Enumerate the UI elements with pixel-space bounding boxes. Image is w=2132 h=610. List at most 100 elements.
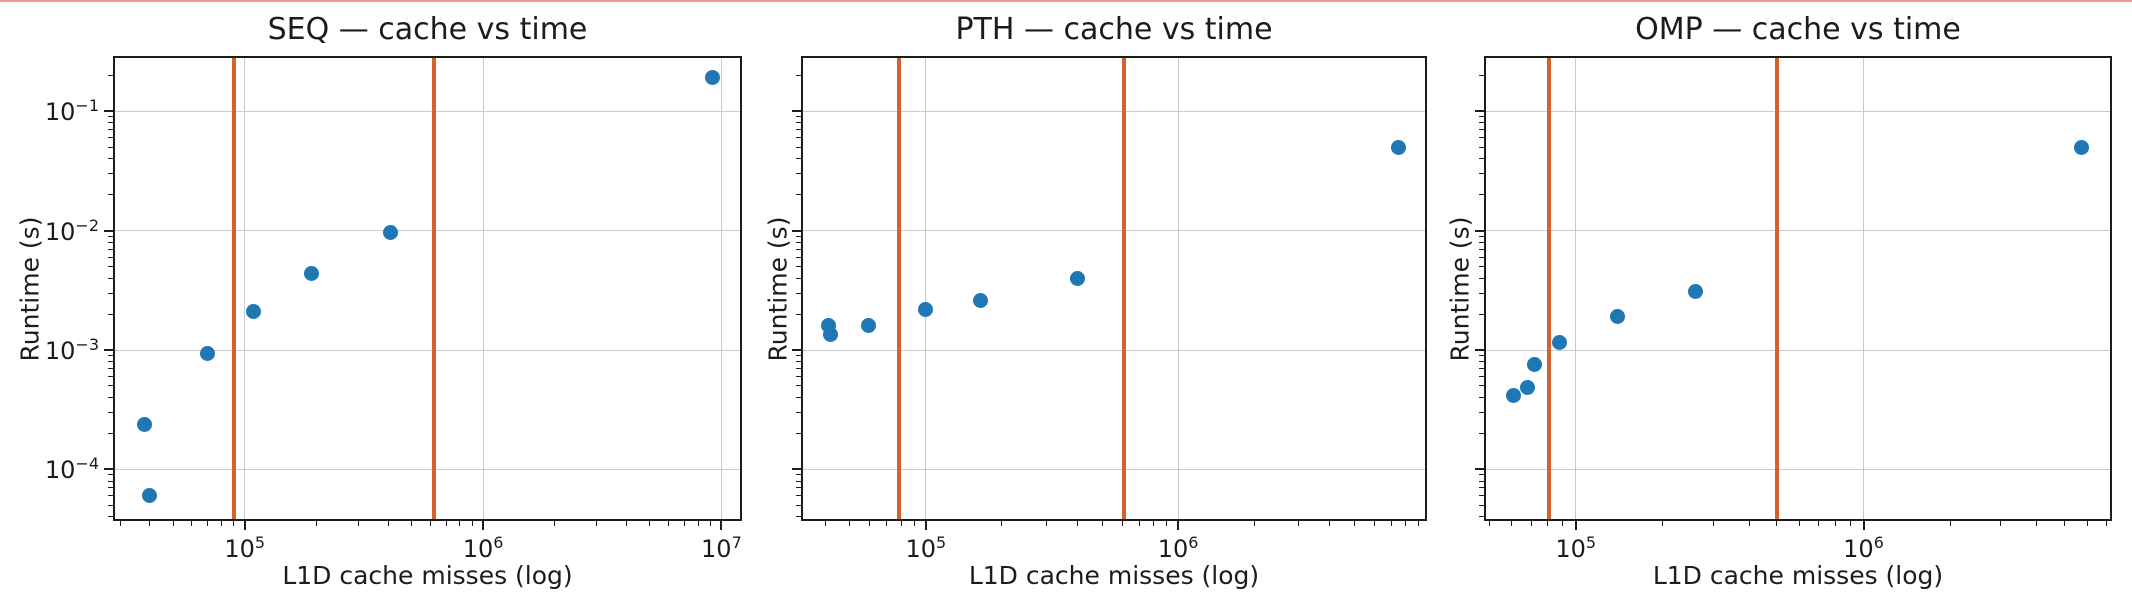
data-point [1070, 270, 1086, 286]
x-minor-tick [1511, 521, 1513, 526]
y-minor-tick [796, 256, 801, 258]
y-minor-tick [796, 266, 801, 268]
data-point [705, 70, 721, 86]
x-minor-tick [221, 521, 223, 526]
x-minor-tick [626, 521, 628, 526]
y-minor-tick [1479, 277, 1484, 279]
data-point [1520, 379, 1536, 395]
seq-plot-title: SEQ — cache vs time [267, 12, 588, 47]
x-minor-tick [1329, 521, 1331, 526]
plot-border-left [1484, 56, 1486, 521]
y-minor-tick [108, 313, 113, 315]
data-point [303, 265, 319, 281]
plot-border-top [801, 56, 1427, 58]
y-minor-tick [1479, 129, 1484, 131]
y-minor-tick [108, 411, 113, 413]
omp-plot-area: 105 106 [1475, 56, 2112, 563]
x-minor-tick [2000, 521, 2002, 526]
x-minor-tick [207, 521, 209, 526]
y-minor-tick [796, 397, 801, 399]
y-major-tick [1475, 468, 1484, 471]
y-minor-tick [796, 411, 801, 413]
x-minor-tick [2036, 521, 2038, 526]
x-tick-label: 105 [1555, 533, 1597, 563]
y-major-tick [792, 229, 801, 232]
y-minor-tick [796, 354, 801, 356]
y-major-tick [104, 229, 113, 232]
x-minor-tick [1488, 521, 1490, 526]
y-minor-tick [108, 385, 113, 387]
x-minor-tick [1849, 521, 1851, 526]
y-minor-tick [796, 385, 801, 387]
x-major-tick [482, 521, 485, 530]
y-tick-label: 10−4 [44, 454, 99, 485]
y-minor-tick [796, 241, 801, 243]
x-minor-tick [649, 521, 651, 526]
y-gridline [113, 230, 742, 232]
x-minor-tick [1253, 521, 1255, 526]
y-minor-tick [796, 129, 801, 131]
x-major-tick [720, 521, 723, 530]
x-major-tick [1177, 521, 1180, 530]
x-tick-label: 106 [1843, 533, 1884, 563]
y-minor-tick [1479, 256, 1484, 258]
x-minor-tick [1418, 521, 1420, 526]
data-point [1610, 309, 1626, 325]
y-minor-tick [1479, 354, 1484, 356]
x-major-tick [243, 521, 246, 530]
x-gridline [720, 56, 722, 521]
y-minor-tick [108, 74, 113, 76]
y-minor-tick [108, 368, 113, 370]
x-minor-tick [410, 521, 412, 526]
y-minor-tick [108, 516, 113, 518]
x-tick-label: 106 [462, 533, 504, 563]
x-minor-tick [913, 521, 915, 526]
x-minor-tick [119, 521, 121, 526]
y-minor-tick [108, 173, 113, 175]
x-major-tick [924, 521, 927, 530]
x-minor-tick [1121, 521, 1123, 526]
y-minor-tick [796, 146, 801, 148]
y-minor-tick [796, 504, 801, 506]
y-minor-tick [1479, 248, 1484, 250]
y-minor-tick [796, 137, 801, 139]
cache-threshold-vline [896, 56, 901, 521]
y-minor-tick [1479, 516, 1484, 518]
x-minor-tick [1949, 521, 1951, 526]
y-tick-label: 10−3 [44, 335, 99, 366]
y-minor-tick [108, 376, 113, 378]
x-minor-tick [1390, 521, 1392, 526]
y-minor-tick [1479, 368, 1484, 370]
y-minor-tick [108, 158, 113, 160]
x-gridline [1575, 56, 1577, 521]
x-minor-tick [1712, 521, 1714, 526]
y-minor-tick [1479, 235, 1484, 237]
y-minor-tick [1479, 122, 1484, 124]
y-gridline [801, 468, 1427, 470]
pth-plot-title: PTH — cache vs time [955, 12, 1273, 47]
y-minor-tick [108, 292, 113, 294]
plot-border-right [740, 56, 742, 521]
y-minor-tick [1479, 292, 1484, 294]
x-minor-tick [357, 521, 359, 526]
data-point [1527, 356, 1543, 372]
data-point [2073, 139, 2089, 155]
y-minor-tick [108, 241, 113, 243]
x-minor-tick [1001, 521, 1003, 526]
y-minor-tick [796, 122, 801, 124]
x-minor-tick [1297, 521, 1299, 526]
x-minor-tick [554, 521, 556, 526]
x-minor-tick [1077, 521, 1079, 526]
x-major-tick [1574, 521, 1577, 530]
y-minor-tick [108, 248, 113, 250]
y-minor-tick [1479, 376, 1484, 378]
data-point [246, 304, 262, 320]
x-minor-tick [445, 521, 447, 526]
y-minor-tick [108, 129, 113, 131]
y-minor-tick [1479, 137, 1484, 139]
x-minor-tick [668, 521, 670, 526]
y-major-tick [1475, 110, 1484, 113]
y-minor-tick [796, 277, 801, 279]
y-major-tick [792, 468, 801, 471]
y-minor-tick [796, 516, 801, 518]
